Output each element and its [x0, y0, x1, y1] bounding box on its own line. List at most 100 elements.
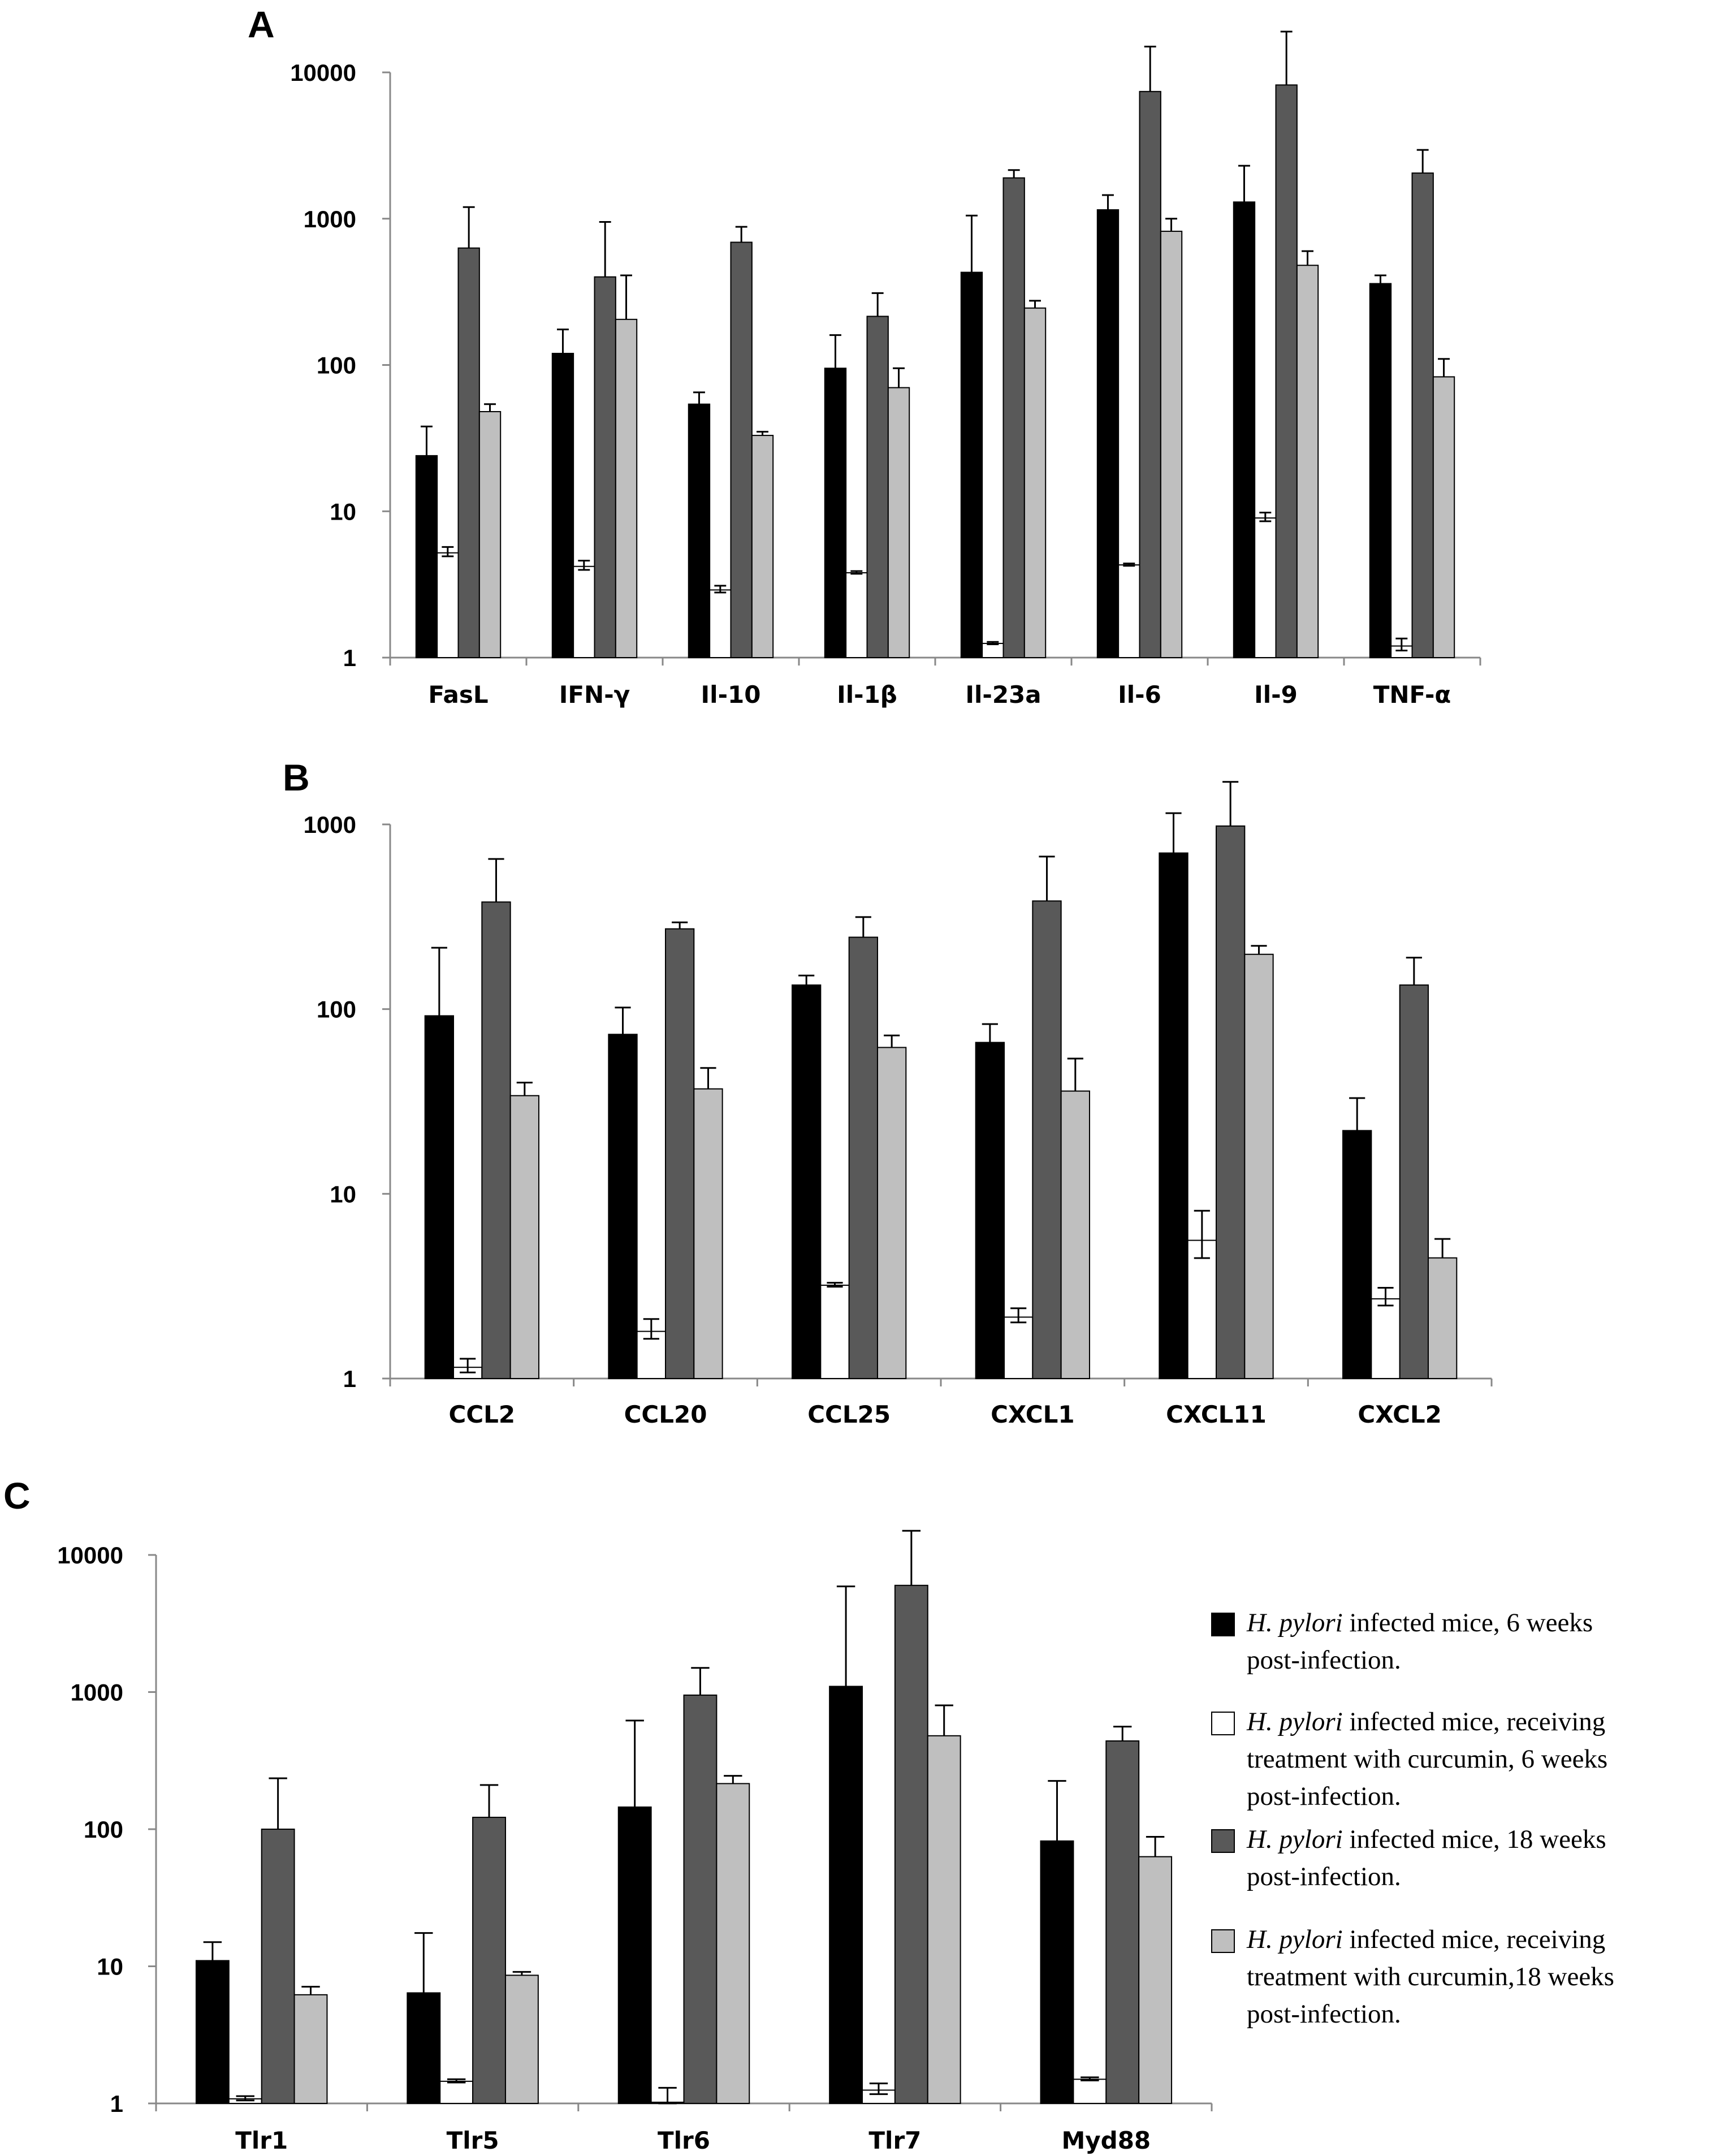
bar-a-0-1: [437, 552, 459, 658]
legend-label-3: H. pylori infected mice, receiving: [1246, 1925, 1605, 1954]
y-tick-label: 100: [317, 352, 356, 379]
bar-c-4-1: [1073, 2079, 1107, 2104]
y-tick-label: 10: [97, 1954, 123, 1980]
bar-a-3-1: [845, 572, 868, 659]
category-label: Tlr6: [658, 2127, 710, 2154]
category-label: CXCL2: [1358, 1401, 1442, 1428]
legend-swatch-1: [1211, 1712, 1235, 1735]
bar-b-0-3: [509, 1095, 539, 1380]
category-label: Il-10: [701, 681, 761, 708]
legend-label-0: H. pylori infected mice, 6 weeks: [1246, 1608, 1593, 1637]
bar-c-4-3: [1138, 1856, 1173, 2104]
panel-letter: B: [283, 757, 310, 798]
legend-label-2-line-2: post-infection.: [1247, 1862, 1401, 1891]
bar-c-3-3: [927, 1735, 961, 2105]
legend-label-2: H. pylori infected mice, 18 weeks: [1246, 1825, 1606, 1854]
category-label: Il-9: [1254, 681, 1298, 708]
y-tick-label: 10: [330, 498, 356, 525]
legend-swatch-0: [1211, 1613, 1235, 1636]
bar-a-3-3: [887, 387, 910, 658]
category-label: CXCL1: [991, 1401, 1075, 1428]
panel-letter: A: [248, 3, 275, 45]
category-label: Myd88: [1061, 2127, 1151, 2154]
bar-b-3-3: [1060, 1090, 1090, 1380]
bar-b-1-0: [608, 1034, 638, 1380]
bar-c-0-0: [195, 1960, 230, 2104]
bar-a-2-3: [751, 435, 774, 659]
category-label: Tlr7: [868, 2127, 921, 2154]
bar-a-7-2: [1411, 172, 1434, 658]
panel-c-chart: C 1 10 100 1000 10000 Tlr1 Tlr5 Tlr6 Tlr7 Myd88: [3, 1475, 1213, 2154]
legend-swatch-3: [1211, 1929, 1235, 1953]
bar-a-2-2: [730, 241, 753, 658]
bar-b-5-2: [1399, 984, 1429, 1379]
bar-a-1-0: [551, 353, 574, 658]
bar-a-7-0: [1369, 283, 1392, 659]
legend-label-3-line-2: treatment with curcumin,18 weeks: [1247, 1962, 1614, 1991]
bar-b-2-1: [820, 1284, 850, 1380]
bar-a-2-1: [709, 589, 732, 658]
category-label: Tlr1: [235, 2127, 288, 2154]
bar-c-3-2: [894, 1584, 928, 2104]
bar-a-4-3: [1023, 307, 1047, 658]
category-label: TNF-α: [1373, 681, 1451, 708]
bar-a-4-1: [982, 642, 1004, 659]
bar-c-2-2: [683, 1694, 718, 2105]
legend: H. pylori infected mice, 6 weeks post-inf…: [1211, 1608, 1614, 2029]
bar-a-3-0: [824, 368, 847, 659]
bar-b-1-2: [665, 928, 695, 1379]
bar-b-4-0: [1159, 852, 1189, 1379]
bar-b-4-3: [1244, 953, 1274, 1379]
category-label: FasL: [428, 681, 488, 708]
bar-b-5-1: [1371, 1298, 1401, 1380]
category-label: CCL20: [624, 1401, 707, 1428]
panel-a-chart: A 1 10 100 1000 10000 FasL IFN-γ Il-10 Il-1β Il-23…: [248, 3, 1481, 708]
category-label: IFN-γ: [559, 681, 630, 708]
bar-a-2-0: [688, 403, 711, 658]
bar-c-3-0: [829, 1686, 863, 2104]
legend-label-1-line-3: post-infection.: [1247, 1782, 1401, 1811]
y-tick-label: 100: [84, 1816, 123, 1843]
bar-b-2-3: [876, 1047, 907, 1379]
y-tick-label: 1: [343, 1366, 356, 1392]
bar-c-1-3: [504, 1974, 539, 2104]
bar-b-5-3: [1427, 1257, 1458, 1379]
y-tick-label: 100: [317, 996, 356, 1023]
bar-c-2-3: [716, 1783, 750, 2105]
legend-label-0-line-2: post-infection.: [1247, 1645, 1401, 1675]
bar-b-4-1: [1187, 1239, 1217, 1379]
bar-a-4-0: [960, 271, 983, 658]
category-label: CXCL11: [1166, 1401, 1267, 1428]
bar-b-5-0: [1342, 1130, 1372, 1379]
y-tick-label: 1000: [304, 206, 356, 232]
bar-c-4-2: [1105, 1740, 1140, 2104]
bar-c-0-3: [293, 1994, 328, 2104]
bar-a-6-3: [1296, 265, 1319, 658]
bar-a-5-3: [1160, 231, 1183, 658]
bar-c-0-2: [261, 1829, 295, 2104]
panel-b-chart: B 1 10 100 1000 CCL2 CCL20 CCL25 CXCL1 CXCL11 CXCL…: [283, 757, 1493, 1428]
bar-a-1-1: [573, 565, 595, 658]
bar-a-0-3: [478, 411, 502, 658]
category-label: Il-23a: [965, 681, 1041, 708]
bar-c-1-0: [407, 1992, 441, 2105]
bar-a-6-2: [1275, 84, 1298, 658]
legend-label-1-line-2: treatment with curcumin, 6 weeks: [1247, 1744, 1607, 1774]
bar-a-3-2: [866, 316, 889, 658]
category-label: CCL2: [449, 1401, 516, 1428]
bar-a-6-1: [1254, 517, 1277, 658]
y-tick-label: 1000: [304, 811, 356, 838]
legend-swatch-2: [1211, 1829, 1235, 1853]
bar-a-5-0: [1096, 209, 1120, 658]
y-tick-label: 1: [110, 2090, 123, 2117]
bar-c-1-1: [439, 2080, 474, 2104]
bar-b-3-1: [1004, 1316, 1034, 1379]
bar-b-2-2: [848, 936, 878, 1379]
category-label: Tlr5: [447, 2127, 499, 2154]
bar-c-2-0: [617, 1806, 652, 2104]
legend-label-1: H. pylori infected mice, receiving: [1246, 1707, 1605, 1736]
bar-a-7-3: [1432, 376, 1455, 658]
bar-a-5-2: [1139, 90, 1161, 658]
y-tick-label: 1: [343, 645, 356, 671]
